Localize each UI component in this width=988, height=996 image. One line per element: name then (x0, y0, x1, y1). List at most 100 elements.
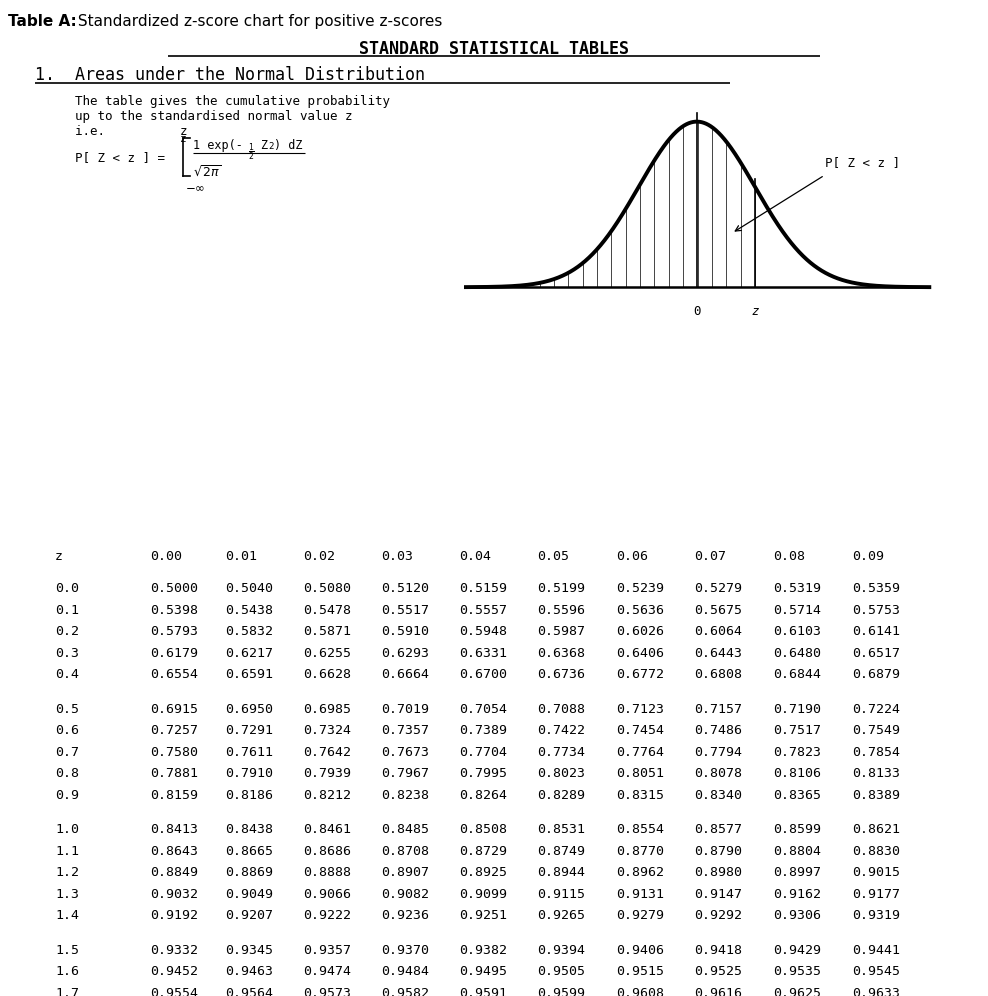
Text: 0.8621: 0.8621 (852, 823, 900, 836)
Text: up to the standardised normal value z: up to the standardised normal value z (75, 110, 353, 123)
Text: 0: 0 (693, 305, 700, 318)
Text: 0.8643: 0.8643 (150, 845, 198, 858)
Text: 0.7549: 0.7549 (852, 724, 900, 737)
Text: 0.6480: 0.6480 (773, 646, 821, 659)
Text: 0.9265: 0.9265 (537, 909, 585, 922)
Text: P[ Z < z ] =: P[ Z < z ] = (75, 151, 165, 164)
Text: 0.9515: 0.9515 (616, 965, 664, 978)
Text: 0.6406: 0.6406 (616, 646, 664, 659)
Text: 0.5000: 0.5000 (150, 582, 198, 595)
Text: 0.5675: 0.5675 (694, 604, 742, 617)
Text: 0.9292: 0.9292 (694, 909, 742, 922)
Text: 0.7: 0.7 (55, 745, 79, 759)
Text: 0.5636: 0.5636 (616, 604, 664, 617)
Text: 0.5: 0.5 (55, 702, 79, 715)
Text: 0.06: 0.06 (616, 550, 648, 563)
Text: 0.8078: 0.8078 (694, 767, 742, 780)
Text: 0.9495: 0.9495 (459, 965, 507, 978)
Text: The table gives the cumulative probability: The table gives the cumulative probabili… (75, 95, 390, 108)
Text: 0.09: 0.09 (852, 550, 884, 563)
Text: ) dZ: ) dZ (274, 139, 302, 152)
Text: 0.8980: 0.8980 (694, 866, 742, 879)
Text: 0.9115: 0.9115 (537, 887, 585, 900)
Text: 0.6: 0.6 (55, 724, 79, 737)
Text: 0.9099: 0.9099 (459, 887, 507, 900)
Text: 1.7: 1.7 (55, 986, 79, 996)
Text: Standardized z-score chart for positive z-scores: Standardized z-score chart for positive … (73, 14, 443, 29)
Text: 0.8599: 0.8599 (773, 823, 821, 836)
Text: 0.01: 0.01 (225, 550, 257, 563)
Text: 0.8830: 0.8830 (852, 845, 900, 858)
Text: $\sqrt{2\pi}$: $\sqrt{2\pi}$ (193, 165, 221, 180)
Text: 0.7611: 0.7611 (225, 745, 273, 759)
Text: 0.9306: 0.9306 (773, 909, 821, 922)
Text: 0.7881: 0.7881 (150, 767, 198, 780)
Text: 0.9147: 0.9147 (694, 887, 742, 900)
Text: 0.7422: 0.7422 (537, 724, 585, 737)
Text: P[ Z < z ]: P[ Z < z ] (825, 156, 900, 169)
Text: 0.6368: 0.6368 (537, 646, 585, 659)
Text: 0.5279: 0.5279 (694, 582, 742, 595)
Text: 0.9452: 0.9452 (150, 965, 198, 978)
Text: 1.3: 1.3 (55, 887, 79, 900)
Text: 0.5517: 0.5517 (381, 604, 429, 617)
Text: Z: Z (260, 139, 267, 152)
Text: 0.7910: 0.7910 (225, 767, 273, 780)
Text: 0.8804: 0.8804 (773, 845, 821, 858)
Text: 0.8461: 0.8461 (303, 823, 351, 836)
Text: 0.0: 0.0 (55, 582, 79, 595)
Text: 0.00: 0.00 (150, 550, 182, 563)
Text: 0.2: 0.2 (55, 625, 79, 638)
Text: 0.8554: 0.8554 (616, 823, 664, 836)
Text: 0.9192: 0.9192 (150, 909, 198, 922)
Text: 0.7764: 0.7764 (616, 745, 664, 759)
Text: 0.5987: 0.5987 (537, 625, 585, 638)
Text: 0.7734: 0.7734 (537, 745, 585, 759)
Text: $-\infty$: $-\infty$ (185, 181, 206, 194)
Text: 0.8212: 0.8212 (303, 789, 351, 802)
Text: 0.9207: 0.9207 (225, 909, 273, 922)
Text: z: z (180, 134, 187, 144)
Text: 0.02: 0.02 (303, 550, 335, 563)
Text: 0.9535: 0.9535 (773, 965, 821, 978)
Text: 0.6179: 0.6179 (150, 646, 198, 659)
Text: 0.9554: 0.9554 (150, 986, 198, 996)
Text: 0.1: 0.1 (55, 604, 79, 617)
Text: 0.8907: 0.8907 (381, 866, 429, 879)
Text: 0.5832: 0.5832 (225, 625, 273, 638)
Text: 0.8365: 0.8365 (773, 789, 821, 802)
Text: 0.9357: 0.9357 (303, 943, 351, 956)
Text: 0.6772: 0.6772 (616, 668, 664, 681)
Text: 0.5910: 0.5910 (381, 625, 429, 638)
Text: 0.7580: 0.7580 (150, 745, 198, 759)
Text: 0.6103: 0.6103 (773, 625, 821, 638)
Text: 0.6554: 0.6554 (150, 668, 198, 681)
Text: 0.9625: 0.9625 (773, 986, 821, 996)
Text: 0.7389: 0.7389 (459, 724, 507, 737)
Text: 0.7157: 0.7157 (694, 702, 742, 715)
Text: 0.9049: 0.9049 (225, 887, 273, 900)
Text: 0.6255: 0.6255 (303, 646, 351, 659)
Text: 0.8413: 0.8413 (150, 823, 198, 836)
Text: 0.9564: 0.9564 (225, 986, 273, 996)
Text: i.e.          z: i.e. z (75, 125, 188, 138)
Text: 0.6026: 0.6026 (616, 625, 664, 638)
Text: 0.9251: 0.9251 (459, 909, 507, 922)
Text: 0.8289: 0.8289 (537, 789, 585, 802)
Text: 0.9332: 0.9332 (150, 943, 198, 956)
Text: 0.6217: 0.6217 (225, 646, 273, 659)
Text: 0.7673: 0.7673 (381, 745, 429, 759)
Text: 0.08: 0.08 (773, 550, 805, 563)
Text: 1.4: 1.4 (55, 909, 79, 922)
Text: 0.7517: 0.7517 (773, 724, 821, 737)
Text: 0.7224: 0.7224 (852, 702, 900, 715)
Text: 0.9370: 0.9370 (381, 943, 429, 956)
Text: STANDARD STATISTICAL TABLES: STANDARD STATISTICAL TABLES (359, 40, 629, 58)
Text: 0.7257: 0.7257 (150, 724, 198, 737)
Text: 0.8023: 0.8023 (537, 767, 585, 780)
Text: 0.07: 0.07 (694, 550, 726, 563)
Text: 0.7854: 0.7854 (852, 745, 900, 759)
Text: 0.6915: 0.6915 (150, 702, 198, 715)
Text: 0.8925: 0.8925 (459, 866, 507, 879)
Text: 0.7642: 0.7642 (303, 745, 351, 759)
